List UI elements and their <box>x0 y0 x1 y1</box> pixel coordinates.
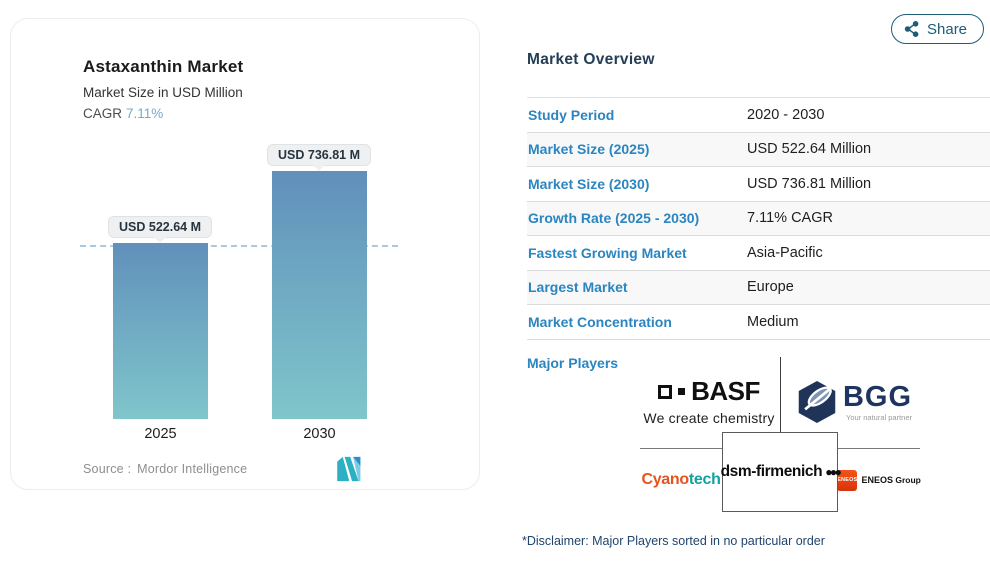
bgg-wordmark: BGG <box>842 380 913 413</box>
mordor-intelligence-logo-icon <box>337 456 361 482</box>
chart-title: Astaxanthin Market <box>83 57 244 76</box>
overview-row-value: Europe <box>747 279 794 296</box>
bgg-hexagon-icon <box>798 381 836 423</box>
chart-subtitle: Market Size in USD Million <box>83 85 243 100</box>
overview-table: Study Period 2020 - 2030 Market Size (20… <box>527 97 990 340</box>
basf-logo: BASF We create chemistry <box>640 370 778 432</box>
bar-2025 <box>113 243 208 419</box>
x-axis-label-2030: 2030 <box>303 426 336 442</box>
share-icon <box>904 21 919 37</box>
overview-row-label: Market Size (2030) <box>528 175 650 192</box>
cagr-label: CAGR <box>83 106 123 121</box>
major-players-label: Major Players <box>527 355 619 371</box>
overview-row-value: Asia-Pacific <box>747 244 823 261</box>
bgg-tagline: Your natural partner <box>846 412 913 422</box>
disclaimer-text: *Disclaimer: Major Players sorted in no … <box>522 534 825 548</box>
overview-row-value: USD 736.81 Million <box>747 175 872 192</box>
basf-tagline: We create chemistry <box>643 410 775 426</box>
overview-row: Fastest Growing Market Asia-Pacific <box>527 236 990 271</box>
share-button[interactable]: Share <box>891 14 985 44</box>
chart-cagr: CAGR 7.11% <box>83 106 163 121</box>
dsm-firmenich-logo: dsm-firmenich ●●● <box>720 432 842 512</box>
overview-row: Growth Rate (2025 - 2030) 7.11% CAGR <box>527 201 990 236</box>
overview-row: Market Size (2025) USD 522.64 Million <box>527 132 990 167</box>
cagr-value: 7.11% <box>126 106 164 121</box>
basf-square-outline-icon <box>658 384 673 399</box>
basf-wordmark: BASF <box>691 376 760 406</box>
eneos-wordmark: ENEOS <box>861 475 893 485</box>
basf-square-solid-icon <box>678 388 686 395</box>
overview-row-value: USD 522.64 Million <box>747 141 872 158</box>
bar-value-tooltip-2025: USD 522.64 M <box>108 216 212 243</box>
overview-row-label: Growth Rate (2025 - 2030) <box>528 210 700 227</box>
share-button-label: Share <box>927 20 968 38</box>
major-players-logos: BASF We create chemistry BGG Your natura… <box>640 357 921 515</box>
eneos-badge-icon: ENEOS <box>837 469 858 491</box>
logo-vertical-divider <box>780 357 781 432</box>
cyanotech-wordmark-part1: Cyano <box>641 471 689 488</box>
dsm-dots-icon: ●●● <box>825 465 842 479</box>
overview-row-label: Largest Market <box>528 279 628 296</box>
overview-row-value: 2020 - 2030 <box>747 106 825 123</box>
overview-row: Market Size (2030) USD 736.81 Million <box>527 167 990 202</box>
overview-row-label: Market Size (2025) <box>528 141 650 158</box>
source-label: Source : <box>83 462 132 476</box>
overview-row: Largest Market Europe <box>527 270 990 305</box>
overview-row-label: Study Period <box>528 106 615 123</box>
overview-row: Study Period 2020 - 2030 <box>527 98 990 133</box>
cyanotech-wordmark-part2: tech <box>688 471 721 488</box>
source-value: Mordor Intelligence <box>137 462 248 476</box>
overview-row-value: 7.11% CAGR <box>747 210 833 227</box>
bar-2030 <box>272 171 367 419</box>
bar-value-tooltip-2030: USD 736.81 M <box>267 144 371 171</box>
overview-row-label: Market Concentration <box>528 313 672 330</box>
overview-heading: Market Overview <box>527 51 655 68</box>
baseline-dashed-line <box>80 245 398 247</box>
overview-row: Market Concentration Medium <box>527 305 990 340</box>
overview-row-value: Medium <box>747 313 799 330</box>
eneos-group-suffix: Group <box>892 475 921 485</box>
dsm-wordmark: dsm-firmenich <box>720 463 823 480</box>
chart-source: Source : Mordor Intelligence <box>83 462 253 476</box>
overview-row-label: Fastest Growing Market <box>528 244 687 261</box>
bgg-logo: BGG Your natural partner <box>788 370 920 434</box>
market-chart-card: Astaxanthin Market Market Size in USD Mi… <box>10 18 480 490</box>
cyanotech-logo: Cyanotech <box>640 448 722 512</box>
eneos-logo: ENEOS ENEOS Group <box>837 448 921 512</box>
x-axis-label-2025: 2025 <box>144 426 177 442</box>
